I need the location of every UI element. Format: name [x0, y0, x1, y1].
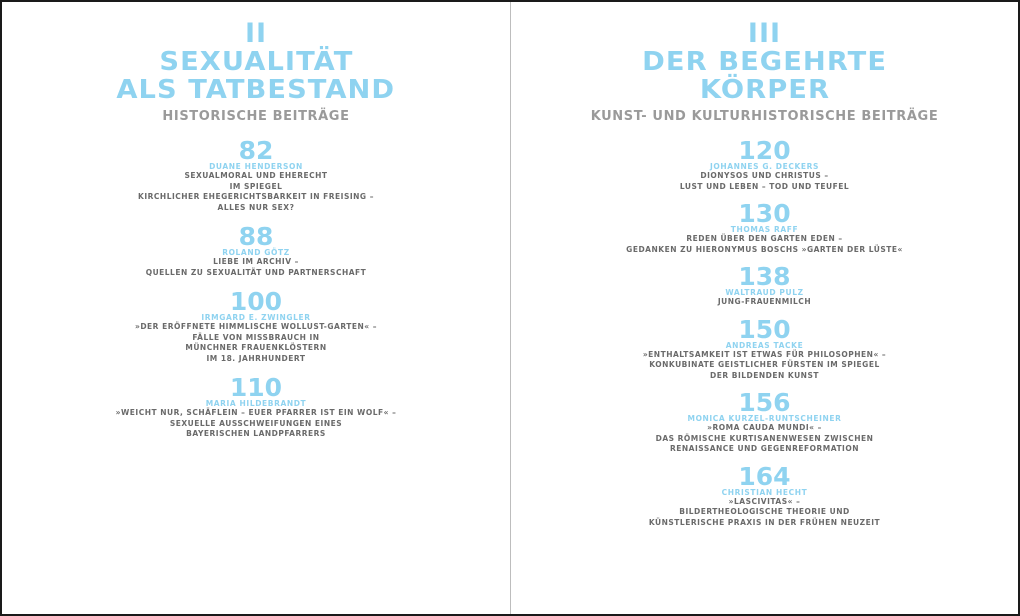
- entry-title-line: DAS RÖMISCHE KURTISANENWESEN ZWISCHEN: [655, 433, 874, 443]
- section-title-line: SEXUALITÄT: [158, 47, 353, 77]
- entry-author: JOHANNES G. DECKERS: [710, 162, 819, 171]
- entry-title-line: RENAISSANCE UND GEGENREFORMATION: [669, 444, 859, 453]
- toc-entries: 82 DUANE HENDERSON SEXUALMORAL UND EHERECH…: [116, 138, 397, 440]
- section-subtitle: HISTORISCHE BEITRÄGE: [162, 109, 350, 124]
- section-title-line: ALS TATBESTAND: [116, 75, 396, 105]
- entry-title-line: FÄLLE VON MISSBRAUCH IN: [192, 332, 320, 342]
- entry-title-line: SEXUALMORAL UND EHERECHT: [184, 171, 328, 180]
- entry-page-number: 82: [238, 136, 274, 165]
- entry-page-number: 150: [738, 314, 791, 344]
- section-subtitle: KUNST- UND KULTURHISTORISCHE BEITRÄGE: [590, 109, 939, 124]
- entry-title-line: BAYERISCHEN LANDPFARRERS: [186, 429, 326, 438]
- entry-title-line: »ROMA CAUDA MUNDI« –: [707, 423, 822, 432]
- entry-title-line: IM SPIEGEL: [229, 181, 283, 191]
- left-page: II SEXUALITÄT ALS TATBESTAND HISTORISCHE…: [2, 2, 510, 614]
- toc-entry: 88 ROLAND GÖTZ LIEBE IM ARCHIV – QUELLEN ZU…: [146, 224, 367, 278]
- entry-page-number: 100: [229, 287, 283, 316]
- toc-entry: 130 THOMAS RAFF REDEN ÜBER DEN GARTEN EDEN…: [626, 201, 903, 255]
- entry-title-line: KIRCHLICHER EHEGERICHTSBARKEIT IN FREISI…: [138, 192, 374, 201]
- entry-title-line: »LASCIVITAS« –: [728, 496, 801, 506]
- section-number: III: [747, 18, 782, 49]
- entry-title-line: DIONYSOS UND CHRISTUS –: [700, 171, 829, 180]
- toc-entry: 156 MONICA KURZEL-RUNTSCHEINER »ROMA CAUDA…: [656, 390, 874, 455]
- entry-author: CHRISTIAN HECHT: [721, 487, 808, 497]
- entry-author: MONICA KURZEL-RUNTSCHEINER: [687, 414, 842, 423]
- toc-entry: 82 DUANE HENDERSON SEXUALMORAL UND EHERECH…: [138, 138, 374, 213]
- toc-entry: 100 IRMGARD E. ZWINGLER »DER ERÖFFNETE HIM…: [135, 289, 377, 364]
- right-column: III DER BEGEHRTE KÖRPER KUNST- UND KULTU…: [511, 20, 1019, 528]
- entry-page-number: 164: [738, 461, 791, 491]
- entry-page-number: 120: [738, 136, 791, 165]
- entry-title-line: LIEBE IM ARCHIV –: [213, 257, 299, 266]
- toc-entry: 120 JOHANNES G. DECKERS DIONYSOS UND CHRIS…: [680, 138, 849, 192]
- entry-title-line: »DER ERÖFFNETE HIMMLISCHE WOLLUST-GARTEN…: [134, 322, 377, 331]
- entry-title-line: BILDERTHEOLOGISCHE THEORIE UND: [679, 507, 850, 516]
- entry-author: WALTRAUD PULZ: [725, 288, 804, 297]
- entry-page-number: 130: [738, 199, 791, 228]
- entry-page-number: 138: [738, 262, 791, 291]
- entry-title-line: GEDANKEN ZU HIERONYMUS BOSCHS »GARTEN DE…: [626, 244, 903, 254]
- entry-title-line: ALLES NUR SEX?: [217, 202, 295, 212]
- entry-title-line: »ENTHALTSAMKEIT IST ETWAS FÜR PHILOSOPHE…: [642, 349, 887, 359]
- entry-title-line: KÜNSTLERISCHE PRAXIS IN DER FRÜHEN NEUZE…: [648, 517, 881, 527]
- entry-title-line: DER BILDENDEN KUNST: [710, 370, 819, 380]
- right-page: III DER BEGEHRTE KÖRPER KUNST- UND KULTU…: [509, 2, 1019, 614]
- toc-entry: 138 WALTRAUD PULZ JUNG-FRAUENMILCH: [718, 264, 811, 308]
- entry-title-line: LUST UND LEBEN – TOD UND TEUFEL: [679, 181, 850, 191]
- entry-author: IRMGARD E. ZWINGLER: [201, 313, 311, 322]
- entry-page-number: 110: [229, 373, 283, 402]
- entry-author: THOMAS RAFF: [730, 225, 799, 234]
- entry-title-line: »WEICHT NUR, SCHÄFLEIN – EUER PFARRER IS…: [115, 408, 397, 417]
- entry-title-line: JUNG-FRAUENMILCH: [717, 297, 812, 306]
- entry-title-line: MÜNCHNER FRAUENKLÖSTERN: [185, 343, 327, 352]
- entry-title-line: KONKUBINATE GEISTLICHER FÜRSTEN IM SPIEG…: [649, 360, 880, 369]
- section-number: II: [244, 18, 268, 49]
- section-title-line: DER BEGEHRTE: [642, 47, 887, 77]
- entry-author: ROLAND GÖTZ: [222, 248, 290, 257]
- entry-author: MARIA HILDEBRANDT: [205, 399, 307, 408]
- toc-entries: 120 JOHANNES G. DECKERS DIONYSOS UND CHRIS…: [626, 138, 903, 528]
- toc-entry: 164 CHRISTIAN HECHT »LASCIVITAS« – BILDERTH…: [649, 464, 880, 529]
- entry-title-line: REDEN ÜBER DEN GARTEN EDEN –: [686, 234, 843, 243]
- toc-entry: 150 ANDREAS TACKE »ENTHALTSAMKEIT IST ETWA…: [643, 317, 886, 382]
- entry-page-number: 88: [238, 222, 274, 251]
- entry-author: ANDREAS TACKE: [725, 340, 804, 350]
- entry-title-line: QUELLEN ZU SEXUALITÄT UND PARTNERSCHAFT: [145, 267, 367, 277]
- entry-title-line: SEXUELLE AUSSCHWEIFUNGEN EINES: [169, 418, 343, 428]
- entry-page-number: 156: [738, 388, 791, 417]
- left-column: II SEXUALITÄT ALS TATBESTAND HISTORISCHE…: [2, 20, 510, 440]
- toc-entry: 110 MARIA HILDEBRANDT »WEICHT NUR, SCHÄFLE…: [116, 375, 397, 440]
- section-title-line: KÖRPER: [699, 75, 830, 105]
- entry-title-line: IM 18. JAHRHUNDERT: [206, 353, 306, 363]
- entry-author: DUANE HENDERSON: [209, 162, 303, 171]
